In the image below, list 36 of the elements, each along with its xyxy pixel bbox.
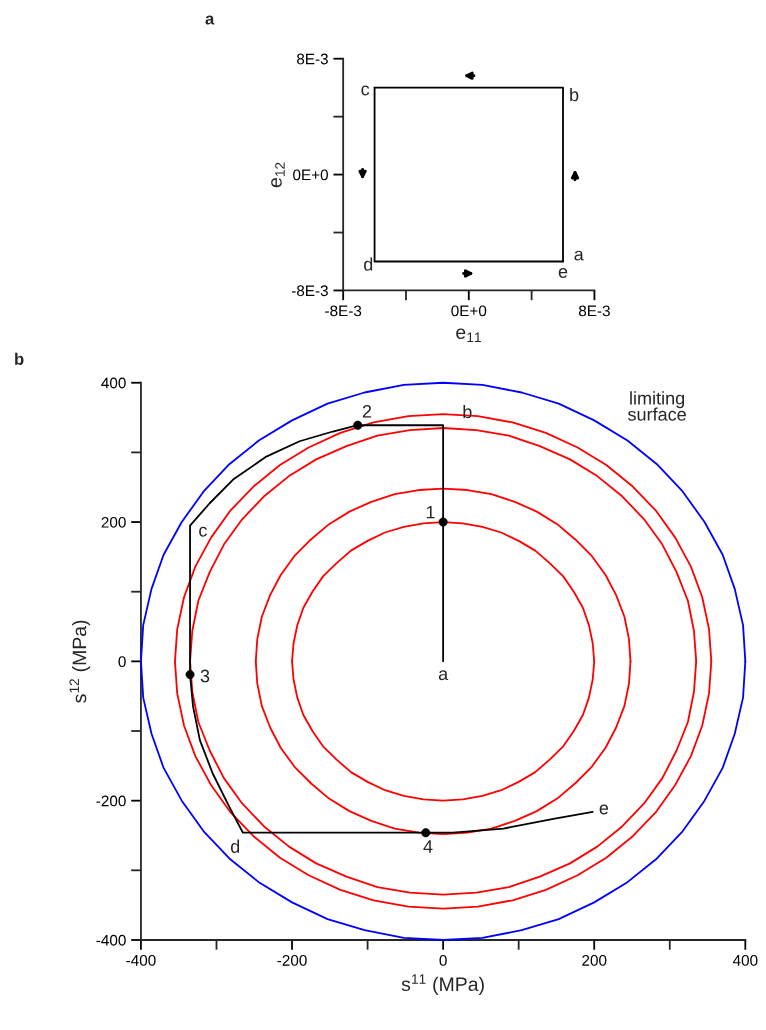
annotation: d: [230, 839, 240, 853]
x-tick-label: -8E-3: [325, 305, 362, 317]
chart-title: a: [205, 15, 215, 25]
y-tick-label: -8E-3: [291, 285, 328, 297]
chart-title: b: [15, 352, 24, 365]
y-tick-label: 0E+0: [293, 169, 328, 181]
y-tick-label: -400: [96, 934, 126, 946]
annotation: a: [574, 250, 584, 261]
annotation: c: [361, 85, 370, 96]
annotation: 2: [362, 404, 372, 418]
y-tick-label: 200: [101, 516, 126, 528]
annotation: 1: [426, 505, 435, 519]
annotation: 3: [200, 669, 210, 683]
y-tick-label: 8E-3: [296, 53, 328, 65]
annotation: 4: [423, 840, 433, 853]
annotation: e: [599, 804, 609, 815]
x-tick-label: -400: [126, 954, 156, 966]
annotation: b: [570, 87, 579, 102]
annotation: e: [558, 268, 568, 278]
annotation: c: [199, 526, 207, 537]
annotation: d: [364, 257, 373, 271]
x-tick-label: 0E+0: [451, 305, 487, 317]
y-axis-title: s$^{12}$ (MPa): [69, 620, 91, 703]
x-tick-label: 200: [582, 954, 607, 966]
annotation: limiting surface: [627, 391, 686, 421]
annotation: a: [438, 670, 449, 681]
y-tick-label: 400: [101, 377, 126, 389]
x-tick-label: 0: [439, 954, 447, 966]
x-tick-label: 400: [732, 954, 758, 966]
x-tick-label: 8E-3: [578, 305, 610, 317]
y-tick-label: 0: [118, 656, 126, 668]
x-axis-title: e$_{11}$: [456, 328, 481, 342]
x-axis-title: s$^{11}$ (MPa): [401, 974, 484, 995]
y-axis-title: e$_{12}$: [271, 162, 285, 188]
y-tick-label: -200: [96, 795, 126, 807]
x-tick-label: -200: [277, 954, 307, 966]
